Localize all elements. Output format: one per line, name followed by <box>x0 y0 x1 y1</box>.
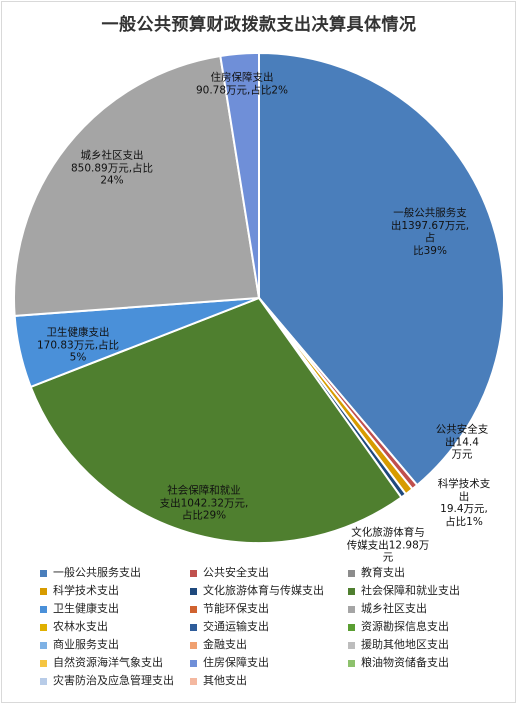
legend-swatch <box>348 659 355 667</box>
legend-label: 城乡社区支出 <box>361 602 427 615</box>
legend-item: 文化旅游体育与传媒支出 <box>190 583 348 599</box>
legend-swatch <box>348 605 355 613</box>
legend-label: 粮油物资储备支出 <box>361 656 449 669</box>
legend-label: 卫生健康支出 <box>53 602 119 615</box>
slice-label: 社会保障和就业 支出1042.32万元, 占比29% <box>159 484 249 522</box>
legend-item: 援助其他地区支出 <box>348 637 508 653</box>
legend-item: 农林水支出 <box>40 619 190 635</box>
legend-item: 公共安全支出 <box>190 565 348 581</box>
pie-slice <box>258 51 505 487</box>
slice-label: 文化旅游体育与 传媒支出12.98万 元 <box>346 526 430 564</box>
legend-swatch <box>348 569 355 577</box>
legend-label: 援助其他地区支出 <box>361 638 449 651</box>
chart-title: 一般公共预算财政拨款支出决算具体情况 <box>101 15 417 35</box>
legend-item: 节能环保支出 <box>190 601 348 617</box>
legend: 一般公共服务支出 公共安全支出 教育支出科学技术支出 文化旅游体育与传媒支出 社会保障和… <box>40 565 510 689</box>
legend-item: 金融支出 <box>190 637 348 653</box>
legend-item: 资源勘探信息支出 <box>348 619 508 635</box>
legend-item: 一般公共服务支出 <box>40 565 190 581</box>
legend-label: 农林水支出 <box>53 620 108 633</box>
slice-label: 卫生健康支出 170.83万元,占比 5% <box>36 326 120 364</box>
legend-swatch <box>190 569 197 577</box>
slice-label: 科学技术支出 19.4万元,占比1% <box>437 478 491 528</box>
legend-item: 城乡社区支出 <box>348 601 508 617</box>
legend-label: 商业服务支出 <box>53 638 119 651</box>
legend-label: 住房保障支出 <box>203 656 269 669</box>
legend-swatch <box>190 587 197 595</box>
legend-item: 自然资源海洋气象支出 <box>40 655 190 671</box>
legend-swatch <box>348 623 355 631</box>
legend-item: 卫生健康支出 <box>40 601 190 617</box>
legend-label: 公共安全支出 <box>203 566 269 579</box>
legend-swatch <box>40 641 47 649</box>
legend-swatch <box>40 659 47 667</box>
legend-label: 交通运输支出 <box>203 620 269 633</box>
legend-label: 节能环保支出 <box>203 602 269 615</box>
legend-item: 商业服务支出 <box>40 637 190 653</box>
legend-label: 自然资源海洋气象支出 <box>53 656 163 669</box>
slice-label: 住房保障支出 90.78万元,占比2% <box>195 71 289 97</box>
legend-swatch <box>190 659 197 667</box>
legend-swatch <box>40 677 47 685</box>
legend-swatch <box>40 587 47 595</box>
legend-label: 资源勘探信息支出 <box>361 620 449 633</box>
legend-swatch <box>40 569 47 577</box>
legend-swatch <box>348 641 355 649</box>
legend-item: 教育支出 <box>348 565 508 581</box>
legend-label: 教育支出 <box>361 566 405 579</box>
legend-label: 灾害防治及应急管理支出 <box>53 674 174 687</box>
legend-label: 社会保障和就业支出 <box>361 584 460 597</box>
legend-swatch <box>40 623 47 631</box>
pie-slice <box>219 51 260 299</box>
legend-item: 社会保障和就业支出 <box>348 583 508 599</box>
legend-swatch <box>190 641 197 649</box>
legend-swatch <box>190 605 197 613</box>
legend-item: 科学技术支出 <box>40 583 190 599</box>
legend-label: 文化旅游体育与传媒支出 <box>203 584 324 597</box>
legend-item: 交通运输支出 <box>190 619 348 635</box>
legend-swatch <box>190 677 197 685</box>
legend-swatch <box>348 587 355 595</box>
slice-label: 城乡社区支出 850.89万元,占比 24% <box>70 149 154 187</box>
legend-item: 住房保障支出 <box>190 655 348 671</box>
legend-label: 金融支出 <box>203 638 247 651</box>
legend-swatch <box>40 605 47 613</box>
legend-swatch <box>190 623 197 631</box>
legend-item: 灾害防治及应急管理支出 <box>40 673 190 689</box>
pie-slice <box>13 54 261 317</box>
pie-slice <box>29 296 403 544</box>
slice-label: 一般公共服务支 出1397.67万元,占 比39% <box>390 207 470 257</box>
legend-item: 粮油物资储备支出 <box>348 655 508 671</box>
legend-item: 其他支出 <box>190 673 348 689</box>
legend-label: 一般公共服务支出 <box>53 566 141 579</box>
legend-label: 科学技术支出 <box>53 584 119 597</box>
slice-label: 公共安全支出14.4 万元 <box>435 423 489 461</box>
legend-label: 其他支出 <box>203 674 247 687</box>
